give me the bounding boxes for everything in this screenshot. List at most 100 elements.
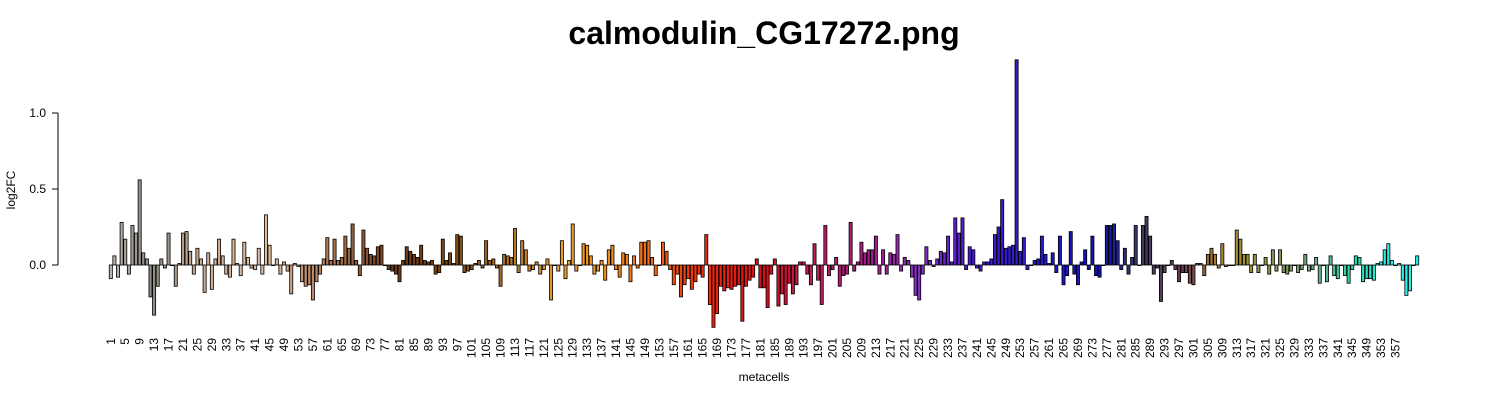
bar-metacell-95	[448, 252, 452, 266]
bar-metacell-20	[177, 263, 182, 266]
bar-metacell-361	[1408, 264, 1412, 292]
bar-metacell-225	[917, 264, 922, 301]
bar-metacell-330	[1296, 264, 1301, 273]
bar-metacell-25	[195, 247, 200, 266]
bar-metacell-118	[531, 264, 535, 270]
bar-metacell-74	[372, 255, 377, 266]
bar-metacell-48	[278, 264, 283, 275]
bar-metacell-16	[162, 264, 167, 269]
bar-metacell-262	[1050, 252, 1055, 266]
x-tick-label: 41	[248, 338, 262, 352]
bar-metacell-125	[556, 264, 561, 272]
bar-metacell-226	[920, 264, 925, 275]
bar-metacell-222	[906, 260, 911, 266]
bar-metacell-147	[635, 264, 640, 269]
bar-metacell-173	[729, 264, 734, 290]
bar-metacell-357	[1393, 264, 1398, 267]
bar-metacell-170	[718, 264, 723, 287]
bar-metacell-4	[119, 222, 124, 266]
x-tick-label: 165	[696, 338, 710, 358]
bar-metacell-314	[1238, 238, 1243, 266]
x-tick-label: 201	[826, 338, 840, 358]
bar-metacell-131	[578, 264, 582, 267]
bar-metacell-356	[1389, 260, 1394, 266]
x-tick-label: 129	[566, 338, 580, 358]
bar-metacell-307	[1213, 253, 1218, 266]
bar-metacell-18	[170, 264, 175, 267]
bar-metacell-67	[347, 247, 351, 266]
x-tick-label: 117	[522, 338, 536, 357]
x-tick-label: 1	[104, 338, 118, 345]
bar-metacell-299	[1184, 264, 1189, 273]
x-tick-label: 29	[205, 338, 219, 352]
bar-metacell-201	[830, 264, 835, 270]
bar-metacell-347	[1357, 256, 1362, 266]
bar-metacell-247	[996, 226, 1001, 266]
bar-metacell-136	[596, 264, 600, 272]
bar-metacell-46	[271, 264, 276, 267]
bar-metacell-291	[1155, 264, 1160, 269]
x-tick-label: 33	[219, 338, 233, 352]
bar-metacell-39	[245, 256, 250, 266]
bar-metacell-109	[498, 264, 503, 287]
bar-metacell-348	[1361, 264, 1366, 283]
x-tick-label: 245	[984, 338, 998, 358]
x-tick-label: 237	[955, 338, 969, 358]
bar-metacell-174	[733, 264, 738, 287]
bar-metacell-59	[318, 264, 323, 275]
bar-metacell-257	[1032, 260, 1037, 266]
bar-metacell-69	[354, 260, 359, 266]
bar-metacell-164	[697, 264, 701, 275]
bar-metacell-94	[444, 260, 449, 266]
bar-metacell-280	[1115, 240, 1120, 266]
x-tick-label: 13	[147, 338, 161, 352]
bar-metacell-181	[758, 264, 763, 289]
bar-metacell-14	[155, 264, 160, 287]
bar-metacell-45	[267, 244, 272, 266]
bar-metacell-98	[458, 235, 463, 266]
bar-metacell-90	[430, 260, 434, 266]
bar-metacell-185	[772, 258, 777, 266]
bar-metacell-311	[1227, 264, 1232, 267]
x-tick-label: 269	[1071, 338, 1085, 358]
x-tick-label: 177	[739, 338, 753, 358]
bar-metacell-130	[574, 264, 579, 272]
bar-metacell-148	[639, 241, 644, 266]
bar-metacell-281	[1119, 264, 1124, 270]
bar-metacell-358	[1397, 263, 1402, 266]
bar-metacell-190	[790, 264, 795, 295]
bar-metacell-318	[1252, 253, 1257, 266]
bar-metacell-295	[1169, 260, 1174, 266]
bar-metacell-157	[671, 264, 676, 286]
bar-metacell-76	[379, 244, 384, 266]
x-tick-label: 301	[1186, 338, 1200, 358]
x-tick-label: 69	[349, 338, 363, 352]
x-axis-label: metacells	[739, 370, 790, 384]
bar-metacell-240	[971, 249, 976, 266]
bar-metacell-315	[1242, 253, 1246, 266]
bar-metacell-327	[1285, 264, 1290, 275]
bar-metacell-138	[603, 264, 608, 281]
bar-metacell-158	[675, 264, 680, 275]
bar-metacell-239	[967, 246, 972, 266]
bar-metacell-38	[242, 241, 247, 266]
bar-metacell-341	[1335, 264, 1340, 280]
bar-metacell-56	[307, 264, 312, 286]
bar-metacell-284	[1130, 256, 1135, 266]
bar-metacell-176	[740, 264, 745, 322]
x-tick-label: 25	[190, 338, 204, 352]
x-tick-label: 161	[681, 338, 695, 358]
bar-metacell-321	[1263, 256, 1268, 266]
bar-metacell-108	[494, 264, 499, 269]
bar-metacell-27	[202, 264, 207, 293]
x-tick-label: 133	[580, 338, 594, 358]
bar-metacell-258	[1036, 258, 1041, 266]
x-tick-label: 257	[1028, 338, 1042, 358]
bar-metacell-41	[253, 264, 258, 270]
bar-metacell-169	[715, 264, 720, 315]
bar-metacell-245	[989, 258, 994, 266]
bar-metacell-261	[1047, 263, 1052, 266]
x-tick-label: 325	[1273, 338, 1287, 358]
bar-metacell-11	[144, 258, 149, 266]
bar-metacell-72	[365, 247, 369, 266]
